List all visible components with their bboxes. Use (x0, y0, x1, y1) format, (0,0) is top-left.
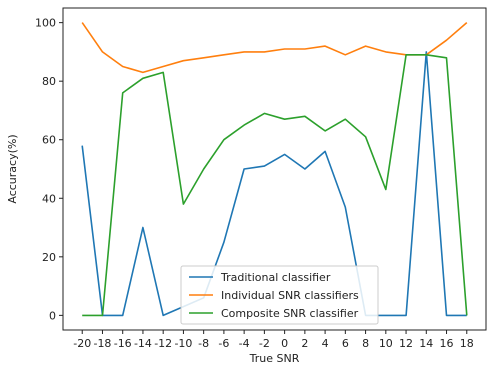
x-tick-label: -4 (239, 337, 250, 350)
y-tick-label: 20 (42, 251, 56, 264)
x-tick-label: -16 (114, 337, 132, 350)
series-layer (81, 21, 468, 317)
legend-label-1: Traditional classifier (220, 271, 331, 284)
legend-label-2: Individual SNR classifiers (221, 289, 359, 302)
x-tick-label: 8 (362, 337, 369, 350)
legend-box (180, 265, 379, 325)
x-axis-label: True SNR (249, 352, 300, 365)
x-tick-label: 14 (419, 337, 433, 350)
legend-label-3: Composite SNR classifier (221, 307, 359, 320)
x-tick-label: -8 (198, 337, 209, 350)
y-tick-label: 40 (42, 192, 56, 205)
x-tick-label: -14 (134, 337, 152, 350)
x-tick-label: -2 (259, 337, 270, 350)
x-tick-label: -10 (174, 337, 192, 350)
x-tick-label: -12 (154, 337, 172, 350)
x-tick-label: 4 (322, 337, 329, 350)
y-tick-label: 60 (42, 134, 56, 147)
x-tick-label: 12 (399, 337, 413, 350)
x-tick-label: 6 (342, 337, 349, 350)
y-tick-label: 0 (49, 309, 56, 322)
series-line-3 (82, 53, 468, 317)
x-tick-label: 0 (281, 337, 288, 350)
x-tick-label: 2 (301, 337, 308, 350)
y-axis-label: Accuracy(%) (6, 134, 19, 203)
series-line-2 (81, 21, 468, 74)
x-tick-label: -20 (73, 337, 91, 350)
x-tick-label: 18 (460, 337, 474, 350)
x-tick-label: -6 (218, 337, 229, 350)
plot-frame (62, 7, 487, 331)
x-tick-label: -18 (93, 337, 111, 350)
y-tick-label: 100 (35, 17, 56, 30)
y-axis-ticks: 0 20 40 60 80 100 (35, 17, 63, 322)
x-axis-ticks: -20 -18 -16 -14 -12 -10 -8 -6 -4 -2 0 2 4 6 8 10 12 14 16 1… (73, 330, 474, 350)
y-tick-label: 80 (42, 75, 56, 88)
series-line-1 (81, 51, 467, 317)
x-tick-label: 10 (379, 337, 393, 350)
x-tick-label: 16 (440, 337, 454, 350)
legend: Traditional classifier Individual SNR cla… (180, 265, 379, 325)
